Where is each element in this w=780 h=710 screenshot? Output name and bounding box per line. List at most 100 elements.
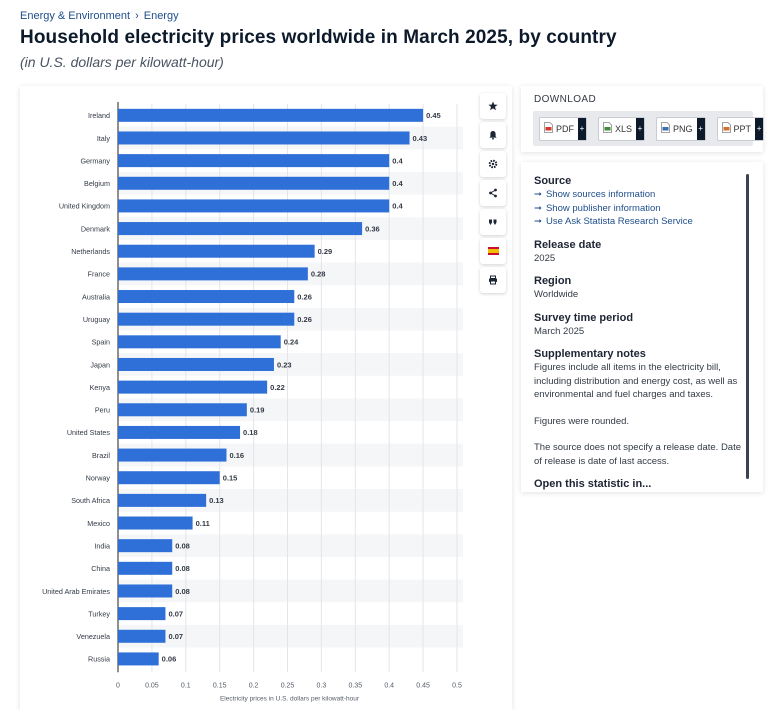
- download-png-button[interactable]: PNG +: [656, 116, 706, 141]
- category-label: United Arab Emirates: [42, 587, 110, 596]
- statistic-info-card: Source ➞ Show sources information ➞ Show p…: [521, 162, 763, 492]
- value-label: 0.06: [162, 655, 177, 664]
- arrow-right-icon: ➞: [534, 189, 542, 200]
- x-tick-label: 0.25: [281, 682, 295, 689]
- supplementary-notes-p1: Figures include all items in the electri…: [534, 362, 738, 400]
- bar[interactable]: [118, 154, 390, 168]
- bar[interactable]: [118, 516, 193, 530]
- download-pdf-button[interactable]: PDF +: [539, 116, 587, 141]
- category-label: Netherlands: [71, 247, 110, 256]
- flag-es-icon: [487, 247, 499, 255]
- category-label: Belgium: [84, 179, 110, 188]
- bar[interactable]: [118, 380, 268, 394]
- bar[interactable]: [118, 403, 247, 417]
- info-scrollbar[interactable]: [746, 174, 749, 479]
- value-label: 0.4: [392, 179, 403, 188]
- bar[interactable]: [118, 561, 173, 575]
- release-date-heading: Release date: [534, 238, 602, 251]
- value-label: 0.11: [196, 519, 210, 528]
- research-service-link[interactable]: ➞ Use Ask Statista Research Service: [534, 215, 744, 229]
- arrow-right-icon: ➞: [534, 216, 542, 227]
- open-statistic-heading[interactable]: Open this statistic in...: [534, 478, 652, 490]
- cite-button[interactable]: [480, 209, 506, 235]
- bar[interactable]: [118, 493, 207, 507]
- x-tick-label: 0.5: [452, 682, 462, 689]
- breadcrumb-item-energy[interactable]: Energy: [143, 10, 179, 22]
- bar[interactable]: [118, 539, 173, 553]
- pdf-file-icon: [544, 122, 553, 135]
- region-value: Worldwide: [534, 289, 579, 300]
- value-label: 0.4: [392, 156, 403, 165]
- download-xls-plus[interactable]: +: [636, 117, 645, 140]
- row-band: [118, 534, 463, 557]
- x-tick-label: 0.35: [348, 682, 362, 689]
- category-label: India: [94, 541, 110, 550]
- source-heading: Source: [534, 175, 572, 187]
- bar[interactable]: [118, 652, 159, 666]
- category-label: China: [91, 564, 110, 573]
- category-label: Uruguay: [83, 315, 111, 324]
- value-label: 0.07: [168, 609, 183, 618]
- bar[interactable]: [118, 425, 241, 439]
- download-ppt-label: PPT: [733, 123, 752, 134]
- bar[interactable]: [118, 607, 166, 621]
- notification-button[interactable]: [480, 122, 506, 148]
- bar[interactable]: [118, 267, 308, 281]
- bar[interactable]: [118, 131, 410, 145]
- download-pdf-plus[interactable]: +: [578, 117, 586, 140]
- value-label: 0.24: [284, 338, 299, 347]
- research-service-label: Use Ask Statista Research Service: [545, 216, 693, 227]
- survey-period-heading: Survey time period: [534, 311, 634, 324]
- bar[interactable]: [118, 108, 424, 122]
- download-png-plus[interactable]: +: [696, 117, 705, 140]
- bar[interactable]: [118, 199, 390, 213]
- x-tick-label: 0.45: [416, 682, 430, 689]
- language-button[interactable]: [480, 238, 506, 264]
- value-label: 0.07: [168, 632, 183, 641]
- bar[interactable]: [118, 335, 281, 349]
- download-card: DOWNLOAD PDF + XLS + PNG + PPT +: [521, 86, 765, 152]
- favorite-button[interactable]: [480, 93, 506, 119]
- bar[interactable]: [118, 448, 227, 462]
- bar[interactable]: [118, 244, 315, 258]
- breadcrumb-separator: ›: [135, 10, 139, 22]
- breadcrumb-item-energy-environment[interactable]: Energy & Environment: [20, 10, 131, 22]
- download-xls-button[interactable]: XLS +: [598, 116, 646, 141]
- bell-icon: [488, 130, 498, 140]
- category-label: Norway: [86, 474, 111, 483]
- survey-period-value: March 2025: [534, 325, 585, 337]
- category-label: France: [88, 270, 110, 279]
- x-tick-label: 0.2: [249, 682, 259, 689]
- value-label: 0.28: [311, 270, 326, 279]
- category-label: Russia: [88, 655, 110, 664]
- settings-button[interactable]: [480, 151, 506, 177]
- bar[interactable]: [118, 357, 274, 371]
- x-axis-title: Electricity prices in U.S. dollars per k…: [220, 695, 360, 702]
- value-label: 0.45: [426, 111, 441, 120]
- show-publisher-link[interactable]: ➞ Show publisher information: [534, 202, 744, 216]
- bar[interactable]: [118, 176, 390, 190]
- chart-card: Ireland 0.45 Italy 0.43 Germany 0.4 Belgium 0.4…: [20, 86, 512, 710]
- value-label: 0.08: [175, 541, 190, 550]
- print-button[interactable]: [480, 267, 506, 293]
- download-ppt-button[interactable]: PPT +: [716, 116, 765, 141]
- bar[interactable]: [118, 222, 363, 236]
- value-label: 0.22: [270, 383, 285, 392]
- print-icon: [488, 275, 498, 285]
- bar[interactable]: [118, 290, 295, 304]
- region-heading: Region: [534, 275, 572, 287]
- download-ppt-plus[interactable]: +: [755, 117, 764, 140]
- bar[interactable]: [118, 312, 295, 326]
- share-button[interactable]: [480, 180, 506, 206]
- x-tick-label: 0.05: [145, 682, 159, 689]
- category-label: United Kingdom: [59, 202, 110, 211]
- bar[interactable]: [118, 471, 220, 485]
- bar[interactable]: [118, 629, 166, 643]
- chart-toolbar: [480, 93, 506, 293]
- x-tick-label: 0: [116, 682, 120, 689]
- value-label: 0.43: [413, 134, 428, 143]
- value-label: 0.08: [175, 564, 190, 573]
- bar[interactable]: [118, 584, 173, 598]
- category-label: Turkey: [88, 609, 110, 618]
- show-sources-link[interactable]: ➞ Show sources information: [534, 188, 744, 202]
